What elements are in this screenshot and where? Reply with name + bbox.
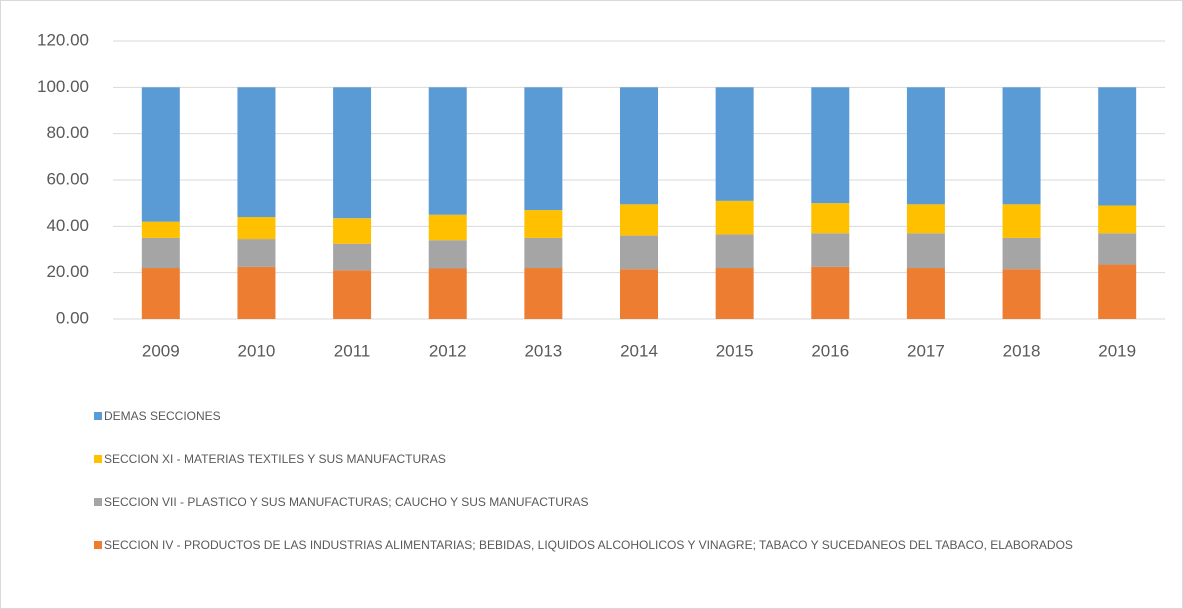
bar-segment [237,266,276,319]
legend-label: SECCION VII - PLASTICO Y SUS MANUFACTURA… [104,495,589,509]
bar-segment [524,87,563,211]
bar-segment [237,217,276,240]
bar-segment [524,237,563,269]
bar-segment [811,203,850,234]
legend: DEMAS SECCIONES SECCION XI - MATERIAS TEX… [94,408,1104,580]
legend-label: SECCION XI - MATERIAS TEXTILES Y SUS MAN… [104,452,446,466]
legend-label: DEMAS SECCIONES [104,409,221,423]
bar-segment [141,221,180,238]
bar-segment [620,235,658,270]
x-tick-label: 2015 [716,341,754,360]
bar-segment [715,268,754,319]
bar-segment [333,87,372,219]
bar-segment [811,87,850,204]
bar-segment [333,243,372,271]
bar-segment [237,87,276,218]
x-tick-label: 2014 [620,341,658,360]
bar-segment [141,87,180,222]
chart: 0.00 20.00 40.00 60.00 80.00 100.00 120.00 2009… [37,30,1165,360]
x-tick-label: 2010 [238,341,276,360]
legend-swatch [94,498,102,506]
bar-segment [1098,205,1137,234]
bar-segment [141,237,180,269]
y-tick-label: 40.00 [46,216,89,235]
bar-segment [428,240,467,269]
y-tick-label: 0.00 [56,308,89,327]
bar-segment [715,87,754,201]
bar-segment [620,204,658,236]
bar-segment [524,210,563,238]
bar-segment [1002,204,1041,238]
bar-segment [333,270,372,319]
bar-segment [333,218,372,244]
x-tick-label: 2018 [1003,341,1041,360]
legend-swatch [94,541,102,549]
y-tick-label: 60.00 [46,169,89,188]
y-tick-label: 20.00 [46,262,89,281]
legend-item: SECCION IV - PRODUCTOS DE LAS INDUSTRIAS… [94,537,1104,554]
bar-segment [1098,233,1137,265]
bar-segment [1002,87,1041,205]
bar-segment [620,269,658,319]
bar-segment [811,233,850,267]
x-tick-label: 2009 [142,341,180,360]
bar-segment [428,87,467,215]
bar-segment [1098,87,1137,206]
legend-swatch [94,455,102,463]
x-tick-label: 2013 [524,341,562,360]
y-tick-label: 80.00 [46,123,89,142]
bar-segment [428,214,467,241]
legend-item: SECCION VII - PLASTICO Y SUS MANUFACTURA… [94,494,1104,511]
bar-segment [811,266,850,319]
bar-segment [1098,264,1137,319]
bar-segment [715,200,754,235]
bar-segment [524,268,563,319]
bar-segment [715,234,754,269]
bar-segment [428,268,467,319]
legend-label: SECCION IV - PRODUCTOS DE LAS INDUSTRIAS… [104,538,1073,552]
bar-segment [237,239,276,267]
bar-segment [1002,269,1041,319]
legend-swatch [94,412,102,420]
y-tick-label: 120.00 [37,30,89,49]
bar-segment [906,87,945,205]
bar-segment [906,204,945,234]
legend-item: SECCION XI - MATERIAS TEXTILES Y SUS MAN… [94,451,1104,468]
y-tick-label: 100.00 [37,77,89,96]
bar-segment [906,268,945,319]
x-tick-label: 2017 [907,341,945,360]
x-tick-label: 2012 [429,341,467,360]
bar-segment [1002,237,1041,270]
bar-segment [620,87,658,205]
bar-segment [906,233,945,269]
x-tick-label: 2019 [1098,341,1136,360]
bar-segment [141,268,180,319]
legend-item: DEMAS SECCIONES [94,408,1104,425]
x-tick-label: 2016 [811,341,849,360]
x-tick-label: 2011 [334,341,371,360]
